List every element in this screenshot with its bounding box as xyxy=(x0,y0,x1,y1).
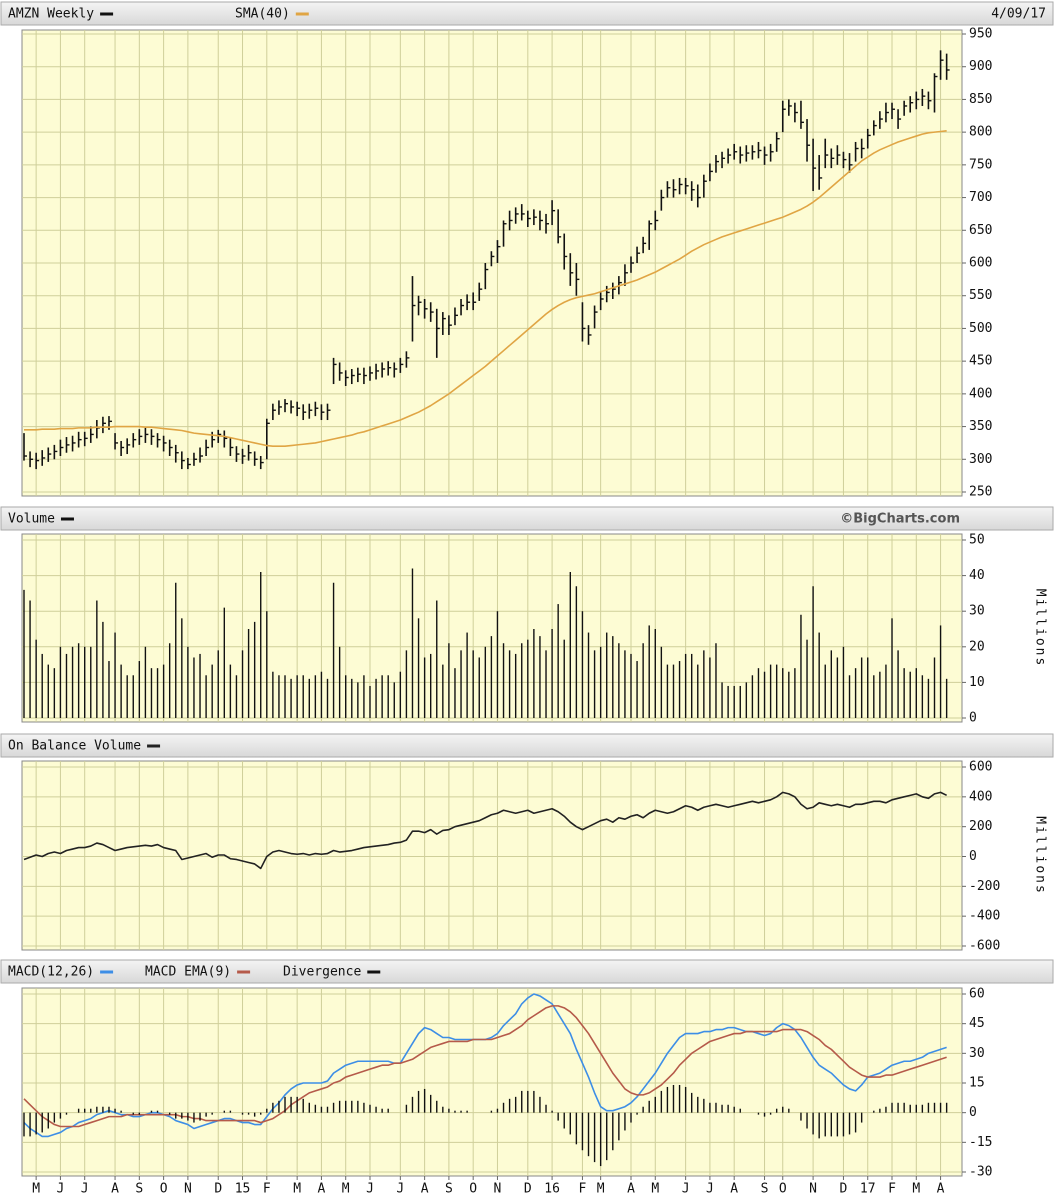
y-tick-label: -600 xyxy=(969,939,1000,954)
y-axis-label: Millions xyxy=(1033,589,1048,668)
y-tick-label: 600 xyxy=(969,256,992,271)
y-tick-label: 60 xyxy=(969,987,985,1002)
y-tick-label: 50 xyxy=(969,533,985,548)
x-tick-label: D xyxy=(524,1182,532,1197)
series-line xyxy=(24,130,947,447)
x-tick-label: N xyxy=(494,1182,502,1197)
y-tick-label: 0 xyxy=(969,1105,977,1120)
y-tick-label: 850 xyxy=(969,92,992,107)
x-tick-label: 15 xyxy=(235,1182,251,1197)
y-tick-label: 500 xyxy=(969,321,992,336)
x-tick-label: J xyxy=(682,1182,690,1197)
y-tick-label: -30 xyxy=(969,1165,992,1180)
x-tick-label: M xyxy=(597,1182,605,1197)
x-tick-label: A xyxy=(421,1182,429,1197)
x-tick-label: J xyxy=(396,1182,404,1197)
x-tick-label: D xyxy=(214,1182,222,1197)
x-tick-label: M xyxy=(912,1182,920,1197)
x-tick-label: S xyxy=(761,1182,769,1197)
y-tick-label: 300 xyxy=(969,452,992,467)
x-tick-label: N xyxy=(809,1182,817,1197)
x-tick-label: S xyxy=(135,1182,143,1197)
x-tick-label: A xyxy=(730,1182,738,1197)
y-tick-label: 0 xyxy=(969,711,977,726)
x-tick-label: F xyxy=(579,1182,587,1197)
y-axis-label: Millions xyxy=(1033,816,1048,895)
x-tick-label: A xyxy=(111,1182,119,1197)
x-tick-label: M xyxy=(342,1182,350,1197)
x-tick-label: J xyxy=(706,1182,714,1197)
x-tick-label: 17 xyxy=(860,1182,876,1197)
legend-label: MACD EMA(9) xyxy=(145,965,231,980)
x-tick-label: O xyxy=(779,1182,787,1197)
x-tick-label: D xyxy=(840,1182,848,1197)
y-tick-label: 950 xyxy=(969,27,992,42)
y-tick-label: 600 xyxy=(969,760,992,775)
series-line xyxy=(23,1005,947,1128)
y-tick-label: 250 xyxy=(969,485,992,500)
y-tick-label: 550 xyxy=(969,288,992,303)
y-tick-label: 350 xyxy=(969,419,992,434)
y-tick-label: 30 xyxy=(969,1046,985,1061)
y-tick-label: 700 xyxy=(969,190,992,205)
x-tick-label: O xyxy=(160,1182,168,1197)
x-tick-label: N xyxy=(184,1182,192,1197)
y-tick-label: 750 xyxy=(969,157,992,172)
y-tick-label: 15 xyxy=(969,1076,985,1091)
x-tick-label: A xyxy=(937,1182,945,1197)
x-tick-label: 16 xyxy=(544,1182,560,1197)
y-tick-label: 650 xyxy=(969,223,992,238)
y-tick-label: -15 xyxy=(969,1135,992,1150)
y-tick-label: 20 xyxy=(969,639,985,654)
legend-label: MACD(12,26) xyxy=(8,965,94,980)
x-tick-label: J xyxy=(366,1182,374,1197)
credit: ©BigCharts.com xyxy=(840,512,960,527)
y-tick-label: 200 xyxy=(969,819,992,834)
plot-area xyxy=(21,760,963,951)
date-label: 4/09/17 xyxy=(991,7,1046,22)
y-tick-label: -400 xyxy=(969,909,1000,924)
y-tick-label: 400 xyxy=(969,386,992,401)
y-tick-label: -200 xyxy=(969,879,1000,894)
x-tick-label: M xyxy=(651,1182,659,1197)
x-tick-label: M xyxy=(293,1182,301,1197)
legend-label: On Balance Volume xyxy=(8,739,141,754)
legend-label: Volume xyxy=(8,512,55,527)
y-tick-label: 0 xyxy=(969,849,977,864)
header-bar xyxy=(0,959,1054,984)
x-tick-label: S xyxy=(445,1182,453,1197)
y-tick-label: 10 xyxy=(969,675,985,690)
y-tick-label: 45 xyxy=(969,1016,985,1031)
x-tick-label: F xyxy=(888,1182,896,1197)
header-bar xyxy=(0,733,1054,758)
legend-label: AMZN Weekly xyxy=(8,7,94,22)
x-tick-label: F xyxy=(263,1182,271,1197)
x-tick-label: A xyxy=(318,1182,326,1197)
x-tick-label: J xyxy=(81,1182,89,1197)
y-tick-label: 30 xyxy=(969,604,985,619)
y-tick-label: 800 xyxy=(969,125,992,140)
series-line xyxy=(23,791,947,870)
header-bar xyxy=(0,506,1054,531)
y-tick-label: 400 xyxy=(969,789,992,804)
header-bar xyxy=(0,1,1054,26)
plot-area xyxy=(21,987,963,1177)
y-tick-label: 40 xyxy=(969,568,985,583)
legend-label: Divergence xyxy=(283,965,361,980)
y-tick-label: 900 xyxy=(969,59,992,74)
y-tick-label: 450 xyxy=(969,354,992,369)
x-tick-label: O xyxy=(469,1182,477,1197)
legend-label: SMA(40) xyxy=(235,7,290,22)
x-tick-label: J xyxy=(57,1182,65,1197)
x-tick-label: M xyxy=(32,1182,40,1197)
x-tick-label: A xyxy=(627,1182,635,1197)
